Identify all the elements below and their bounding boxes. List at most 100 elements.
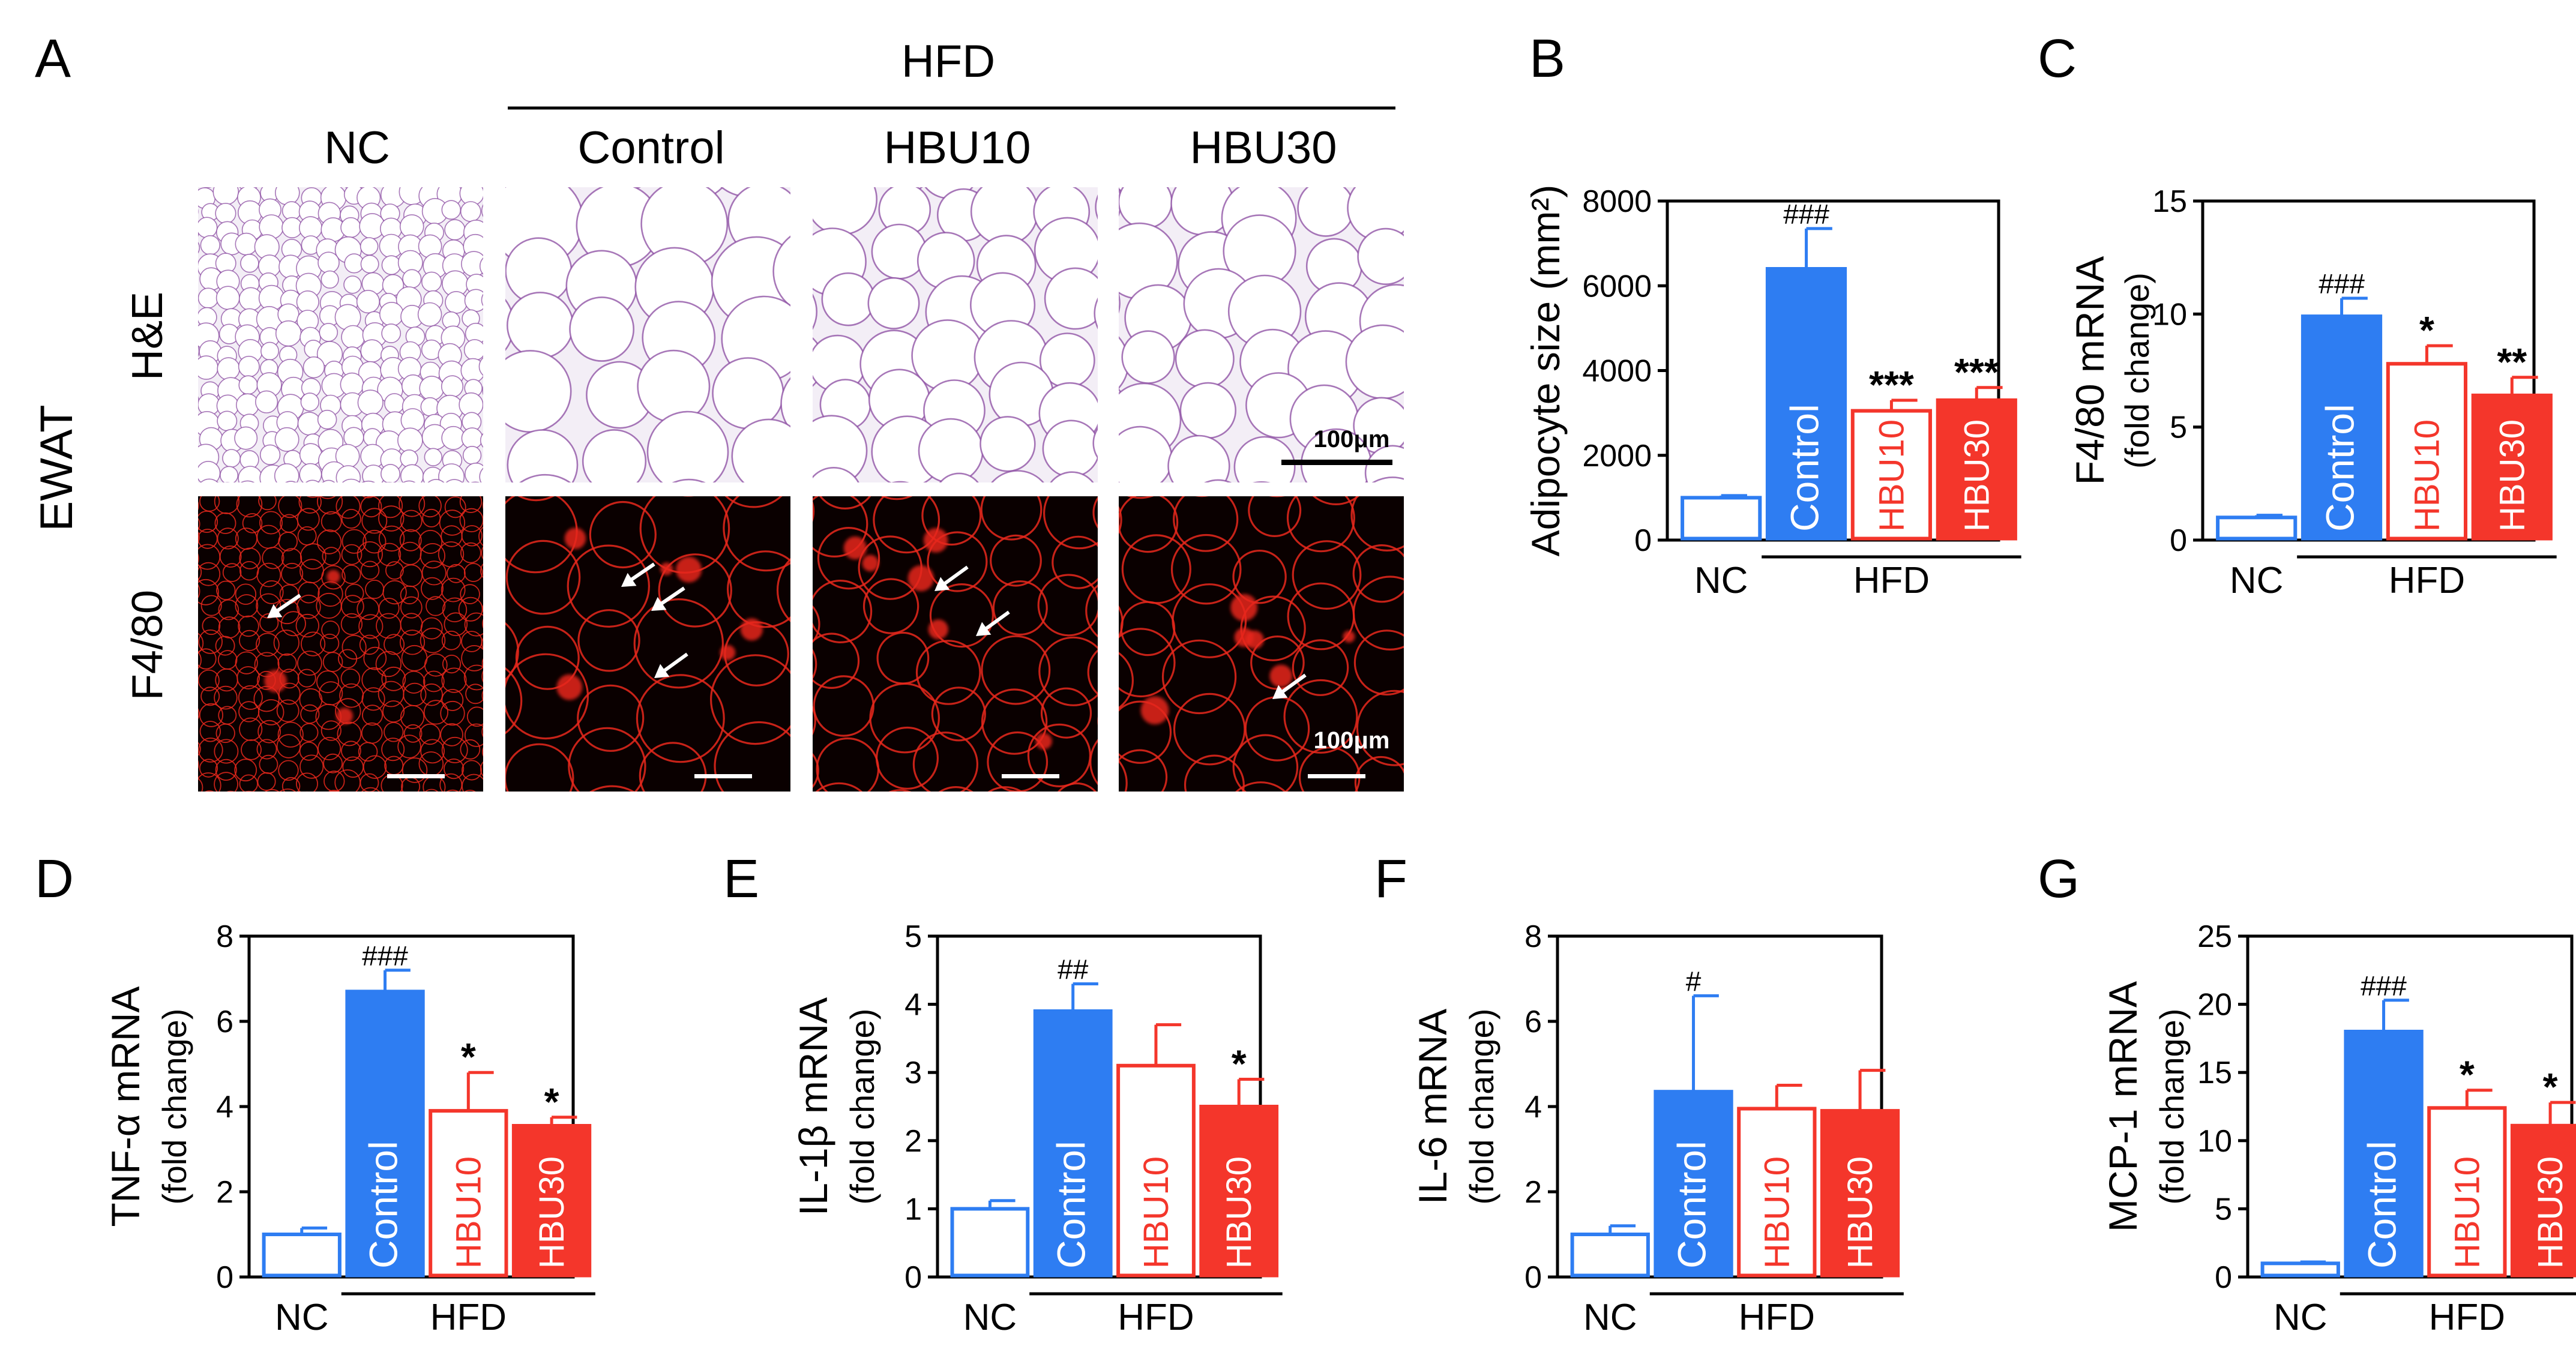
significance-label: *: [2419, 308, 2434, 352]
he-micrograph-2: [813, 187, 1098, 482]
bar-label: HBU30: [1957, 419, 1996, 532]
bar-label: HBU10: [2407, 419, 2446, 532]
y-tick-label: 0: [2170, 523, 2187, 558]
y-tick-label: 0: [1524, 1260, 1542, 1295]
x-label-hfd: HFD: [430, 1297, 507, 1338]
y-tick-label: 20: [2197, 988, 2232, 1023]
y-tick-label: 15: [2197, 1056, 2232, 1090]
bar-label: HBU10: [2448, 1156, 2487, 1269]
y-tick-label: 6: [1524, 1005, 1542, 1039]
bar-label: HBU10: [1872, 419, 1911, 532]
bar-nc: [2260, 1261, 2340, 1278]
bar-label: Control: [1049, 1141, 1094, 1269]
chart-panel-g: G 0 5 10 15 20 25 MCP-1 mRNA (fold change) Contro…: [2038, 849, 2576, 1338]
y-tick-label: 2: [1524, 1175, 1542, 1210]
bar-label: HBU30: [532, 1156, 571, 1269]
macrophage-arrow-icon: [1272, 673, 1307, 699]
y-tick-label: 25: [2197, 919, 2232, 954]
y-axis-sublabel: (fold change): [843, 1009, 881, 1205]
bar-label: Control: [361, 1141, 406, 1269]
chart-panel-b: B 0 2000 4000 6000 8000 Adipocyte size (mm²) Co…: [1523, 29, 2021, 601]
macrophage-arrow-icon: [654, 652, 688, 678]
y-tick-label: 2: [904, 1124, 922, 1159]
bar-label: Control: [2360, 1141, 2404, 1269]
bar-label: HBU30: [2531, 1156, 2570, 1269]
scale-bar-f480-2: [1002, 774, 1059, 778]
y-tick-label: 1: [904, 1192, 922, 1227]
x-label-nc: NC: [2230, 560, 2284, 601]
significance-label: *: [2460, 1053, 2475, 1096]
panel-letter: B: [1529, 29, 1565, 89]
he-micrograph-3: [1119, 187, 1404, 482]
panel-letter: G: [2038, 849, 2080, 909]
scale-bar-f480-0: [387, 774, 445, 778]
y-tick-label: 4: [1524, 1090, 1542, 1125]
significance-label: ###: [1783, 199, 1829, 230]
y-axis-sublabel: (fold change): [2153, 1009, 2191, 1205]
bar-label: HBU30: [2493, 419, 2532, 532]
y-tick-label: 0: [216, 1260, 233, 1295]
y-tick-label: 0: [1634, 523, 1652, 558]
bar-label: Control: [1670, 1141, 1714, 1269]
chart-panel-d: D 0 2 4 6 8 TNF-α mRNA (fold change) Control ### H…: [35, 849, 595, 1338]
bar-control: [345, 990, 425, 1278]
significance-label: *: [461, 1035, 476, 1078]
column-label-hbu10: HBU10: [884, 122, 1031, 173]
bar-label: HBU10: [1137, 1156, 1176, 1269]
x-label-nc: NC: [275, 1297, 329, 1338]
bar-hbu10: [2427, 1106, 2507, 1278]
column-label-hbu30: HBU30: [1190, 122, 1337, 173]
x-label-hfd: HFD: [2429, 1297, 2505, 1338]
y-tick-label: 6000: [1582, 269, 1652, 304]
f480-micrograph-3: [1119, 496, 1404, 792]
he-micrograph-0: [198, 187, 483, 482]
y-axis-sublabel: (fold change): [1463, 1009, 1500, 1205]
x-label-hfd: HFD: [2389, 560, 2465, 601]
y-tick-label: 4: [216, 1090, 233, 1125]
bar-label: HBU10: [1757, 1156, 1796, 1269]
y-axis-label: IL-1β mRNA: [791, 997, 835, 1216]
y-axis-sublabel: (fold change): [155, 1009, 193, 1205]
bar-control: [1765, 267, 1847, 541]
macrophage-arrow-icon: [934, 565, 969, 591]
bar-label: HBU30: [1841, 1156, 1880, 1269]
panel-letter: D: [35, 849, 74, 909]
x-label-hfd: HFD: [1118, 1297, 1194, 1338]
significance-label: *: [2543, 1065, 2558, 1108]
row-group-label-ewat: EWAT: [31, 404, 82, 531]
y-tick-label: 4: [904, 988, 922, 1023]
bar-label: Control: [1783, 404, 1827, 532]
f480-micrograph-1: [505, 496, 790, 792]
y-tick-label: 10: [2152, 297, 2187, 332]
significance-label: ***: [1869, 363, 1914, 406]
y-tick-label: 6: [216, 1005, 233, 1039]
column-label-control: Control: [578, 122, 725, 173]
chart-panel-c: C 0 5 10 15 F4/80 mRNA (fold change) Control ###…: [2038, 29, 2557, 601]
f480-micrograph-2: [813, 496, 1098, 792]
y-tick-label: 5: [2170, 410, 2187, 445]
y-tick-label: 10: [2197, 1124, 2232, 1159]
y-tick-label: 8000: [1582, 184, 1652, 219]
scale-bar-f480-3: [1308, 774, 1365, 778]
macrophage-arrow-icon: [267, 593, 301, 618]
panel-letter: C: [2038, 29, 2077, 89]
bar-nc: [262, 1233, 342, 1278]
bar-control: [1033, 1009, 1113, 1278]
x-label-nc: NC: [1583, 1297, 1637, 1338]
y-axis-label: Adipocyte size (mm²): [1523, 185, 1568, 557]
y-tick-label: 5: [2215, 1192, 2232, 1227]
bar-control: [2301, 314, 2383, 541]
significance-label: #: [1686, 966, 1702, 997]
x-label-nc: NC: [2274, 1297, 2328, 1338]
bar-hbu30: [2510, 1123, 2576, 1278]
x-label-hfd: HFD: [1853, 560, 1930, 601]
scale-bar-label-f480: 100μm: [1314, 727, 1390, 754]
x-label-nc: NC: [1694, 560, 1748, 601]
significance-label: ###: [362, 940, 408, 972]
significance-label: ###: [2361, 970, 2407, 1002]
y-tick-label: 8: [1524, 919, 1542, 954]
chart-panel-e: E 0 1 2 3 4 5 IL-1β mRNA (fold change) Control ## H…: [723, 849, 1283, 1338]
y-axis-label: TNF-α mRNA: [103, 986, 148, 1227]
